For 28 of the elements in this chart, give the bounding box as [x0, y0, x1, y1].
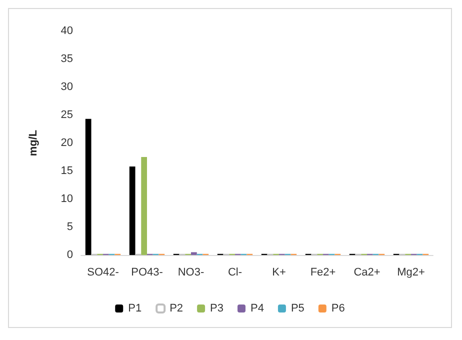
- x-tick-label: NO3-: [178, 266, 204, 278]
- bar: [191, 252, 197, 255]
- y-axis-title: mg/L: [28, 130, 40, 156]
- y-tick-label: 40: [60, 25, 73, 37]
- x-tick-label: Mg2+: [397, 266, 425, 278]
- legend-label: P3: [210, 302, 224, 314]
- x-tick-label: Fe2+: [310, 266, 336, 278]
- legend-label: P6: [331, 302, 345, 314]
- y-tick-label: 20: [60, 137, 73, 149]
- legend-label: P1: [128, 302, 142, 314]
- x-tick-label: K+: [272, 266, 286, 278]
- y-tick-label: 5: [66, 221, 73, 233]
- x-tick-label: Cl-: [228, 266, 242, 278]
- legend-label: P4: [250, 302, 264, 314]
- x-tick-label: PO43-: [131, 266, 164, 278]
- y-tick-label: 10: [60, 193, 73, 205]
- legend-label: P5: [290, 302, 304, 314]
- legend-label: P2: [170, 302, 184, 314]
- x-tick-label: Ca2+: [354, 266, 380, 278]
- y-tick-label: 0: [66, 249, 73, 261]
- y-tick-label: 30: [60, 81, 73, 93]
- bar: [141, 157, 147, 255]
- y-tick-label: 25: [60, 109, 73, 121]
- y-tick-label: 35: [60, 53, 73, 65]
- y-tick-label: 15: [60, 165, 73, 177]
- bar: [85, 118, 92, 255]
- bar: [129, 166, 136, 255]
- x-tick-label: SO42-: [87, 266, 120, 278]
